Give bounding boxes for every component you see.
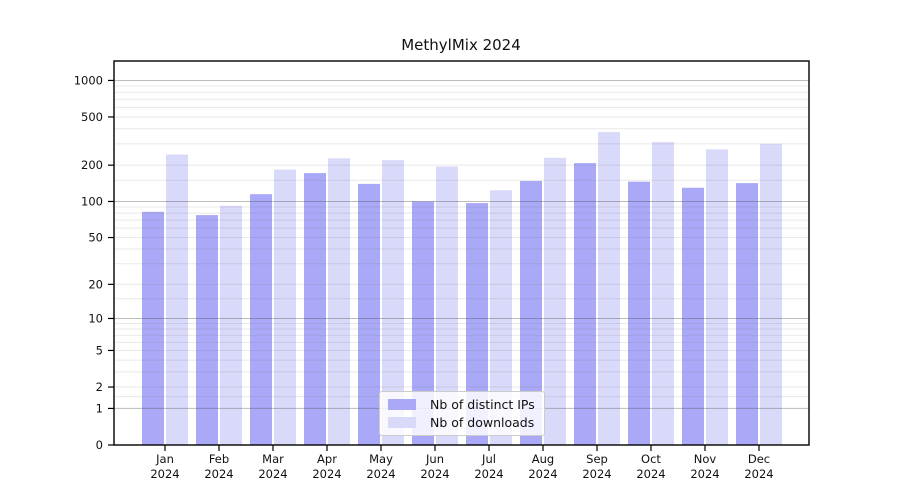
bar-downloads-may [382, 160, 404, 445]
y-tick-label: 20 [88, 277, 103, 291]
x-tick-label-year: 2024 [528, 467, 557, 481]
y-tick-label: 0 [96, 438, 103, 452]
y-tick-label: 1 [96, 401, 103, 415]
y-tick-label: 10 [88, 311, 103, 325]
bar-distinct-ips-mar [250, 194, 272, 445]
axes: 01251020501002005001000Jan2024Feb2024Mar… [74, 60, 810, 481]
x-tick-label-month: May [369, 452, 393, 466]
x-tick-label-year: 2024 [312, 467, 341, 481]
x-tick-label-year: 2024 [204, 467, 233, 481]
x-tick-label-month: Feb [209, 452, 229, 466]
chart-title: MethylMix 2024 [401, 36, 521, 54]
y-tick-label: 5 [96, 343, 103, 357]
x-tick-label-year: 2024 [744, 467, 773, 481]
y-tick-label: 50 [88, 231, 103, 245]
bar-downloads-sep [598, 132, 620, 445]
x-tick-label-year: 2024 [636, 467, 665, 481]
x-tick-label-year: 2024 [474, 467, 503, 481]
gridline-overlay [114, 79, 809, 409]
bar-distinct-ips-sep [574, 163, 596, 445]
bar-downloads-apr [328, 158, 350, 446]
bar-downloads-feb [220, 205, 242, 445]
legend-label-distinct-ips: Nb of distinct IPs [430, 397, 535, 412]
legend-label-downloads: Nb of downloads [430, 415, 535, 430]
bar-downloads-jan [166, 154, 188, 445]
bar-downloads-aug [544, 157, 566, 445]
bar-distinct-ips-jun [412, 201, 434, 445]
bar-downloads-nov [706, 149, 728, 445]
x-tick-label-month: Dec [748, 452, 770, 466]
x-tick-label-month: Jul [481, 452, 496, 466]
bar-distinct-ips-nov [682, 187, 704, 446]
x-tick-label-month: Nov [694, 452, 717, 466]
x-tick-label-year: 2024 [366, 467, 395, 481]
x-tick-label-month: Oct [641, 452, 661, 466]
bar-distinct-ips-dec [736, 183, 758, 445]
plot-border [113, 60, 810, 446]
x-tick-label-month: Apr [317, 452, 337, 466]
bar-distinct-ips-jul [466, 203, 488, 445]
legend-swatch-distinct-ips [388, 399, 416, 410]
x-tick-label-year: 2024 [582, 467, 611, 481]
x-tick-label-month: Aug [532, 452, 554, 466]
bar-distinct-ips-apr [304, 173, 326, 445]
bar-distinct-ips-jan [142, 211, 164, 445]
bar-downloads-oct [652, 142, 674, 445]
x-tick-label-year: 2024 [258, 467, 287, 481]
y-tick-label: 1000 [74, 73, 103, 87]
bar-distinct-ips-oct [628, 181, 650, 445]
legend-item-distinct-ips: Nb of distinct IPs [388, 397, 536, 412]
bar-downloads-jul [490, 190, 512, 445]
legend-item-downloads: Nb of downloads [388, 415, 536, 430]
x-tick-label-month: Jun [425, 452, 444, 466]
x-tick-label-year: 2024 [690, 467, 719, 481]
x-tick-label-month: Jan [155, 452, 174, 466]
bar-distinct-ips-aug [520, 180, 542, 445]
bar-downloads-mar [274, 169, 296, 445]
x-tick-label-month: Mar [262, 452, 284, 466]
legend: Nb of distinct IPs Nb of downloads [379, 391, 545, 436]
bar-downloads-jun [436, 166, 458, 445]
legend-swatch-downloads [388, 417, 416, 428]
x-tick-label-year: 2024 [420, 467, 449, 481]
x-tick-label-year: 2024 [150, 467, 179, 481]
y-tick-label: 200 [81, 158, 103, 172]
x-tick-label-month: Sep [586, 452, 608, 466]
bar-downloads-dec [760, 143, 782, 445]
y-tick-label: 500 [81, 110, 103, 124]
bars [142, 132, 782, 446]
y-tick-label: 2 [96, 380, 103, 394]
y-tick-label: 100 [81, 194, 103, 208]
bar-distinct-ips-feb [196, 215, 218, 445]
bar-distinct-ips-may [358, 183, 380, 445]
